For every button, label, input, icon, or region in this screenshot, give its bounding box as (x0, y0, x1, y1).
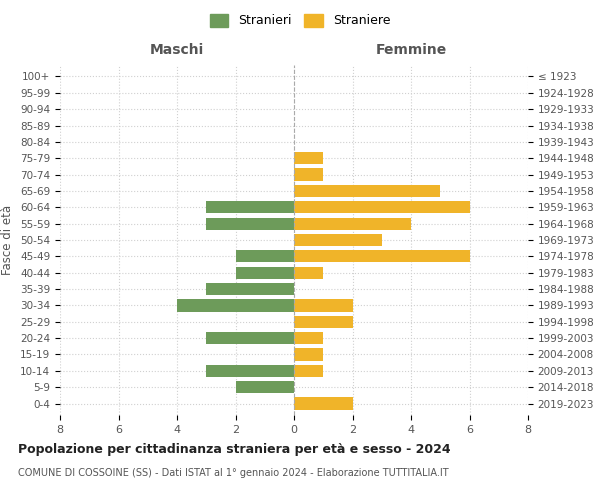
Bar (294, 300, 353, 312)
Bar (294, 234, 382, 246)
Bar (206, 283, 294, 295)
Legend: Stranieri, Straniere: Stranieri, Straniere (205, 8, 395, 32)
Bar (294, 332, 323, 344)
Text: COMUNE DI COSSOINE (SS) - Dati ISTAT al 1° gennaio 2024 - Elaborazione TUTTITALI: COMUNE DI COSSOINE (SS) - Dati ISTAT al … (18, 468, 449, 477)
Y-axis label: Fasce di età: Fasce di età (1, 205, 14, 275)
Bar (235, 250, 294, 262)
Bar (206, 218, 294, 230)
Bar (294, 152, 323, 164)
Text: Popolazione per cittadinanza straniera per età e sesso - 2024: Popolazione per cittadinanza straniera p… (18, 442, 451, 456)
Bar (235, 266, 294, 279)
Bar (294, 168, 323, 180)
Bar (294, 398, 353, 409)
Text: Maschi: Maschi (150, 43, 204, 57)
Bar (294, 185, 440, 197)
Bar (294, 218, 411, 230)
Bar (206, 332, 294, 344)
Bar (294, 201, 470, 213)
Text: Femmine: Femmine (376, 43, 446, 57)
Bar (235, 381, 294, 394)
Bar (294, 348, 323, 360)
Bar (206, 364, 294, 377)
Bar (294, 250, 470, 262)
Bar (294, 364, 323, 377)
Bar (294, 266, 323, 279)
Bar (294, 316, 353, 328)
Bar (206, 201, 294, 213)
Bar (177, 300, 294, 312)
